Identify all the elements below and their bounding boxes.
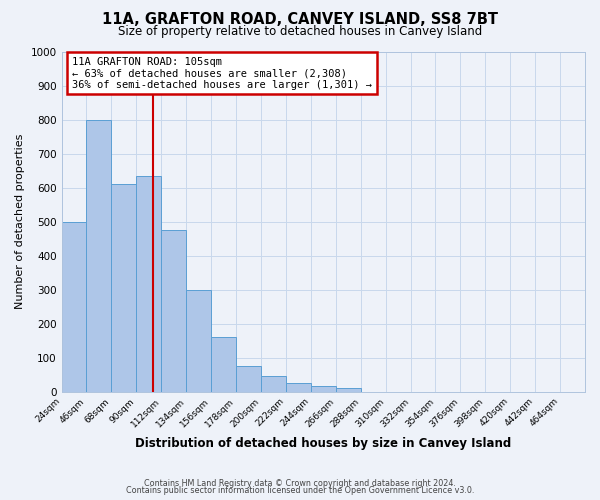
Text: 11A GRAFTON ROAD: 105sqm
← 63% of detached houses are smaller (2,308)
36% of sem: 11A GRAFTON ROAD: 105sqm ← 63% of detach… [72, 56, 372, 90]
Text: Contains public sector information licensed under the Open Government Licence v3: Contains public sector information licen… [126, 486, 474, 495]
Bar [161, 230, 186, 392]
Text: Size of property relative to detached houses in Canvey Island: Size of property relative to detached ho… [118, 25, 482, 38]
Bar [62, 222, 86, 392]
Bar [186, 290, 211, 392]
Bar [211, 338, 236, 392]
Bar [336, 388, 361, 392]
X-axis label: Distribution of detached houses by size in Canvey Island: Distribution of detached houses by size … [135, 437, 511, 450]
Text: Contains HM Land Registry data © Crown copyright and database right 2024.: Contains HM Land Registry data © Crown c… [144, 478, 456, 488]
Text: 11A, GRAFTON ROAD, CANVEY ISLAND, SS8 7BT: 11A, GRAFTON ROAD, CANVEY ISLAND, SS8 7B… [102, 12, 498, 28]
Bar [136, 176, 161, 392]
Bar [286, 383, 311, 392]
Bar [311, 386, 336, 392]
Bar [261, 376, 286, 392]
Bar [86, 120, 112, 392]
Y-axis label: Number of detached properties: Number of detached properties [15, 134, 25, 310]
Bar [236, 366, 261, 392]
Bar [112, 184, 136, 392]
